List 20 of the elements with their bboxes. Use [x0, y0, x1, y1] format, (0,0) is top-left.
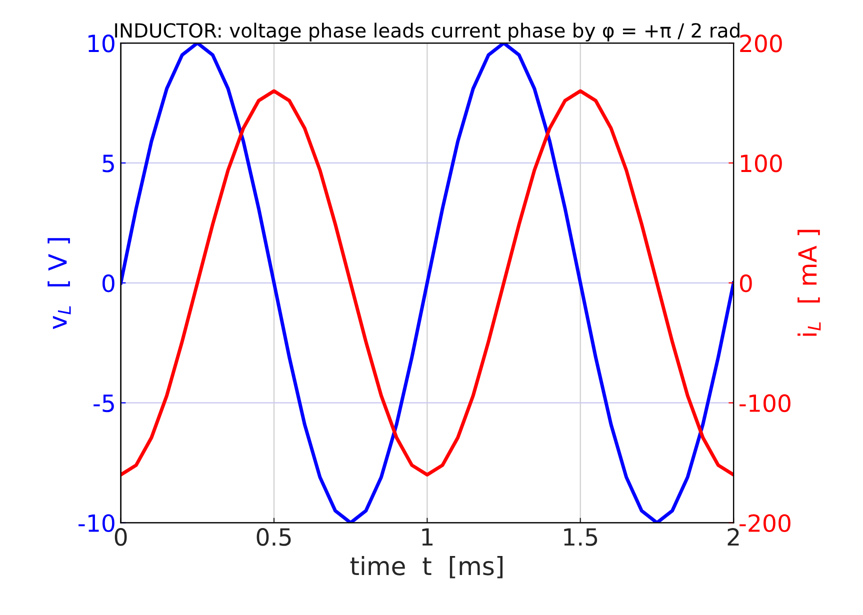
x-tick-label: 1.5 [564, 528, 598, 546]
y2-tick-label: -200 [740, 514, 790, 532]
line-series [120, 89, 734, 477]
y-tick-label: 10 [88, 34, 114, 52]
y2-tick-label: 200 [740, 34, 782, 52]
x-tick-label: 2 [728, 528, 739, 546]
y-tick-label: 0 [102, 274, 114, 292]
y2-tick-label: -100 [740, 394, 790, 412]
y-tick-label: -10 [78, 514, 114, 532]
chart-title: INDUCTOR: voltage phase leads current phase by φ = +π / 2 rad [115, 22, 740, 42]
y-axis-title: v$_{L}$ [ V ] [48, 238, 71, 330]
x-tick-label: 0 [114, 528, 127, 546]
y2-axis-title: i$_{L}$ [ mA ] [798, 230, 821, 336]
x-tick-label: 1 [422, 528, 433, 546]
x-tick-label: 0.5 [256, 528, 291, 546]
y-tick-label: 5 [102, 154, 114, 172]
y2-tick-label: 100 [741, 154, 782, 172]
y-tick-label: -5 [94, 394, 114, 412]
y2-tick-label: 0 [740, 274, 752, 292]
x-axis-title: time t [ms] [350, 556, 503, 578]
